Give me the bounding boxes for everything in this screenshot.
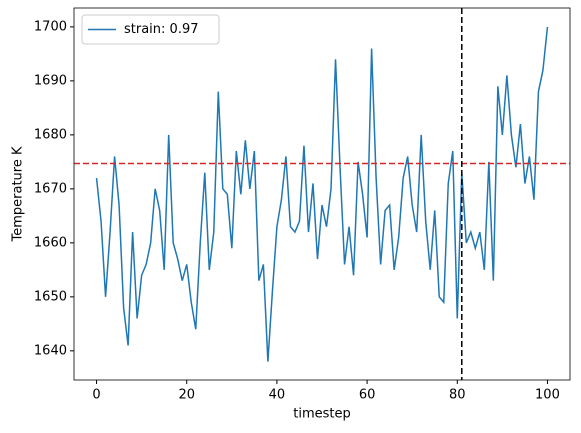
x-tick-label: 20 <box>178 388 195 403</box>
y-tick-label: 1680 <box>34 127 67 142</box>
y-tick-label: 1660 <box>34 235 67 250</box>
y-tick-label: 1640 <box>34 343 67 358</box>
y-tick-label: 1690 <box>34 73 67 88</box>
legend-label: strain: 0.97 <box>124 22 199 37</box>
y-tick-label: 1700 <box>34 19 67 34</box>
x-axis-label: timestep <box>293 407 351 422</box>
y-axis-label: Temperature K <box>11 146 26 242</box>
line <box>95 26 549 362</box>
legend-box <box>81 14 220 45</box>
x-tick-label: 40 <box>269 388 286 403</box>
plot-frame <box>73 7 571 381</box>
y-tick-label: 1670 <box>34 181 67 196</box>
x-tick-label: 80 <box>449 388 466 403</box>
x-tick-label: 60 <box>359 388 376 403</box>
y-tick-label: 1650 <box>34 289 67 304</box>
x-tick-label: 100 <box>535 388 560 403</box>
x-tick-label: 0 <box>92 388 100 403</box>
